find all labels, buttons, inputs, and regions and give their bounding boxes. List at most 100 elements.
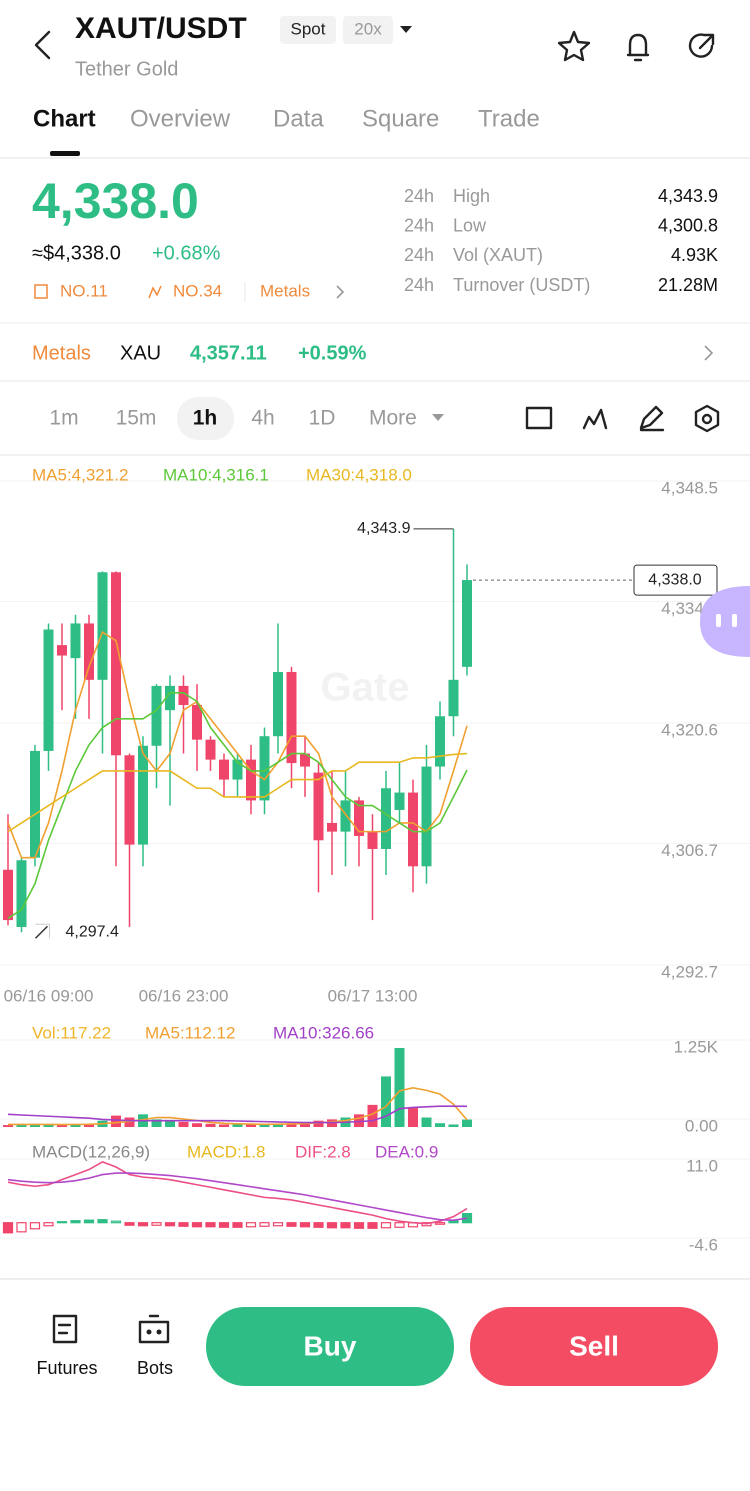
tab[interactable]: Data: [273, 105, 324, 132]
macd-bar: [218, 1222, 230, 1228]
futures-icon[interactable]: [52, 1314, 78, 1344]
y-tick-label: -4.6: [689, 1235, 718, 1254]
tab[interactable]: Trade: [478, 105, 540, 132]
sell-button[interactable]: [470, 1307, 718, 1386]
rank[interactable]: NO.34: [173, 281, 222, 300]
divider: [0, 380, 750, 382]
pair-title: XAUT/USDT: [75, 12, 247, 45]
y-tick-label: 4,320.6: [661, 720, 718, 739]
candle-body: [43, 629, 54, 751]
favorite-button[interactable]: [557, 30, 591, 62]
volume-bar: [448, 1124, 459, 1127]
volume-bar: [435, 1123, 445, 1127]
rank[interactable]: NO.11: [60, 281, 108, 300]
candle-body: [408, 792, 418, 867]
macd-bar: [164, 1222, 176, 1227]
timeframe[interactable]: 1D: [309, 407, 336, 430]
volume-bar: [111, 1115, 121, 1127]
assistant-eye: [732, 614, 737, 627]
watermark: Gate: [321, 666, 410, 710]
stat-label: Low: [453, 215, 487, 235]
badge-bg: [343, 16, 393, 44]
volume-bar: [408, 1108, 418, 1127]
share-button[interactable]: [688, 33, 715, 58]
volume-bar: [232, 1124, 243, 1127]
legend-entry: MA10:4,316.1: [163, 465, 269, 484]
badge: Spot: [291, 19, 326, 38]
tab[interactable]: Overview: [130, 105, 231, 132]
legend-entry: Vol:117.22: [32, 1023, 111, 1042]
stat-value: 4.93K: [671, 245, 718, 265]
metals-symbol[interactable]: XAU: [120, 342, 161, 364]
legend-entry: MA10:326.66: [273, 1023, 374, 1042]
floating-assistant[interactable]: [700, 586, 750, 657]
sector-link[interactable]: Metals: [260, 281, 310, 300]
dropdown-icon[interactable]: [432, 414, 444, 421]
tool-icon[interactable]: [694, 404, 720, 433]
assistant-eye: [716, 614, 721, 627]
timeframe-active-bg: [177, 397, 234, 440]
low-label: 4,297.4: [66, 923, 119, 940]
tool-icon[interactable]: [582, 408, 608, 430]
buy-button[interactable]: [206, 1307, 454, 1386]
candle-body: [165, 685, 175, 711]
volume-bar: [124, 1117, 135, 1127]
volume-bar: [178, 1121, 189, 1127]
candle-body: [151, 685, 162, 746]
usd-price: ≈$4,338.0: [32, 242, 121, 264]
stat-label: High: [453, 186, 490, 206]
indicator-line: [7, 752, 468, 833]
tab[interactable]: Square: [362, 105, 439, 132]
last-price-label: 4,338.0: [648, 571, 701, 588]
macd-bar: [245, 1222, 257, 1228]
timeframe[interactable]: 1h: [193, 407, 218, 430]
tool-icon[interactable]: [639, 405, 665, 432]
bots-button[interactable]: Bots: [137, 1358, 173, 1378]
macd-bar: [124, 1222, 135, 1226]
tab[interactable]: Chart: [33, 105, 96, 132]
stat-label: Turnover (USDT): [453, 275, 590, 295]
volume-bar: [43, 1124, 54, 1127]
legend-entry: MACD:1.8: [187, 1142, 265, 1161]
timeframe[interactable]: 1m: [49, 407, 78, 430]
timeframe[interactable]: More: [369, 407, 417, 430]
timeframe[interactable]: 15m: [116, 407, 157, 430]
expand-icon: [35, 923, 50, 939]
volume-bar: [462, 1119, 472, 1127]
macd-bar: [16, 1222, 27, 1233]
bots-icon[interactable]: [138, 1314, 170, 1344]
macd-bar: [232, 1222, 243, 1228]
macd-bar: [326, 1222, 338, 1229]
last-price: 4,338.0: [32, 173, 199, 229]
badge[interactable]: 20x: [354, 19, 382, 38]
pair-subtitle: Tether Gold: [75, 58, 178, 80]
tool-icon: [701, 413, 713, 425]
volume-bar: [259, 1124, 270, 1127]
timeframe[interactable]: 4h: [251, 407, 274, 430]
expand-icon: [34, 925, 49, 939]
volume-bar: [57, 1125, 67, 1127]
macd-bar: [29, 1222, 41, 1230]
volume-bar: [70, 1124, 81, 1127]
macd-bar: [178, 1222, 189, 1227]
x-tick-label: 06/16 23:00: [139, 986, 229, 1005]
dropdown-icon[interactable]: [400, 26, 412, 33]
y-tick-label: 0.00: [685, 1116, 718, 1135]
chevron[interactable]: [704, 345, 714, 361]
candle-body: [273, 672, 283, 737]
indicator-line: [7, 1172, 468, 1221]
tool-icon[interactable]: [525, 406, 553, 430]
chart-tools: [525, 404, 720, 433]
alert-button[interactable]: [626, 33, 650, 62]
back-button[interactable]: [34, 30, 51, 60]
tab-indicator: [50, 151, 80, 156]
macd-bar: [83, 1219, 95, 1224]
candle-body: [462, 580, 472, 667]
metals-label[interactable]: Metals: [32, 342, 91, 364]
candle-body: [313, 772, 324, 841]
volume-bar: [394, 1048, 405, 1127]
buy-label[interactable]: Buy: [304, 1330, 357, 1361]
sell-label[interactable]: Sell: [569, 1330, 619, 1361]
futures-button[interactable]: Futures: [36, 1358, 97, 1378]
divider: [0, 322, 750, 324]
